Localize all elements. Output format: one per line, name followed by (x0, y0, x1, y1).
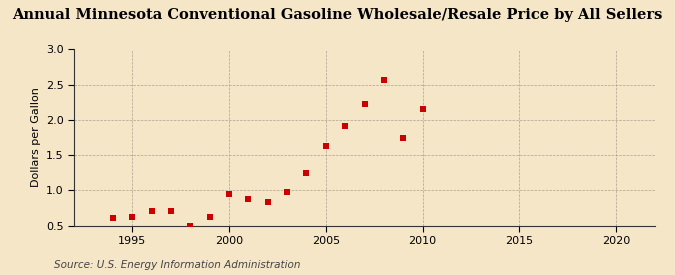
Point (379, 78, 389, 82)
Point (146, 209, 157, 214)
Point (321, 144, 331, 148)
Point (301, 170, 312, 175)
Point (243, 197, 254, 201)
Point (223, 192, 234, 196)
Point (398, 136, 408, 141)
Text: Source: U.S. Energy Information Administration: Source: U.S. Energy Information Administ… (54, 260, 300, 270)
Point (281, 189, 292, 194)
Point (205, 215, 215, 219)
Point (165, 209, 176, 214)
Y-axis label: Dollars per Gallon: Dollars per Gallon (30, 87, 40, 188)
Point (340, 123, 350, 128)
Point (263, 200, 273, 205)
Point (107, 216, 118, 221)
Point (127, 215, 138, 219)
Point (185, 223, 196, 228)
Text: Annual Minnesota Conventional Gasoline Wholesale/Resale Price by All Sellers: Annual Minnesota Conventional Gasoline W… (12, 8, 663, 22)
Point (417, 107, 428, 112)
Point (359, 101, 370, 106)
